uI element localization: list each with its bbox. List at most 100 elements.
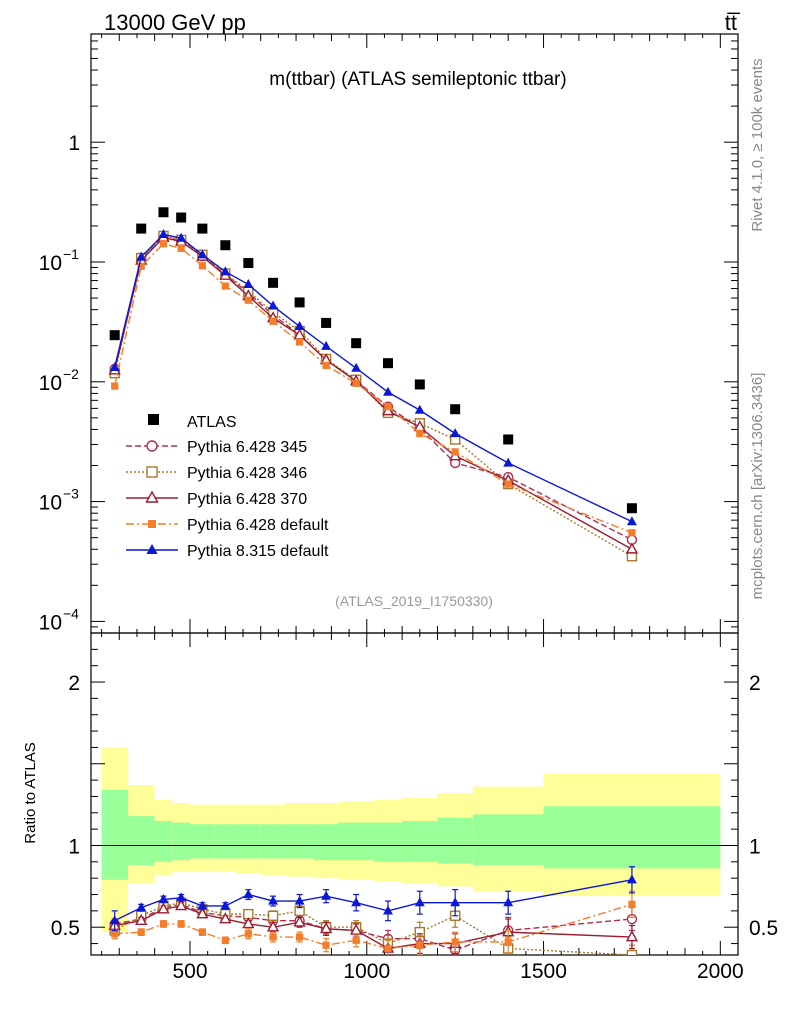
atlas-data-point — [294, 297, 305, 308]
series-line — [114, 233, 633, 523]
x-tick-label: 1500 — [520, 960, 567, 983]
band-inner-segment — [235, 824, 261, 859]
marker-triangle-filled — [294, 320, 305, 330]
y-tick-label: 10 — [39, 611, 62, 634]
marker-square-filled — [244, 930, 252, 938]
analysis-id-label: (ATLAS_2019_I1750330) — [335, 593, 493, 609]
atlas-data-point — [136, 223, 147, 234]
atlas-data-point — [220, 240, 231, 251]
band-inner-segment — [313, 824, 339, 861]
series-ratio-line — [114, 903, 633, 950]
marker-triangle-filled — [503, 897, 514, 907]
marker-triangle-filled — [268, 300, 279, 310]
marker-triangle-filled — [351, 897, 362, 907]
marker-square-filled — [269, 933, 277, 941]
atlas-data-point — [268, 277, 279, 288]
marker-triangle — [319, 921, 333, 934]
legend-label: Pythia 6.428 345 — [187, 439, 307, 456]
ratio-tick-label-left: 0.5 — [51, 917, 80, 940]
marker-square-filled — [628, 900, 636, 908]
marker-triangle — [293, 915, 306, 927]
y-tick-exponent: −1 — [63, 246, 79, 262]
marker-triangle-filled — [294, 895, 305, 905]
marker-square-filled — [269, 317, 277, 325]
marker-square-filled — [416, 429, 424, 438]
legend-label: Pythia 6.428 default — [187, 517, 329, 534]
band-inner-segment — [543, 806, 721, 869]
y-tick-exponent: −3 — [63, 486, 79, 502]
atlas-data-point — [243, 258, 254, 269]
data-layer — [109, 207, 637, 514]
ratio-tick-label-right: 0.5 — [749, 917, 778, 940]
marker-square-filled — [111, 930, 119, 938]
atlas-data-point — [109, 330, 120, 341]
band-inner-segment — [437, 817, 473, 864]
atlas-data-point — [176, 212, 187, 223]
y-tick-label: 10 — [39, 492, 62, 515]
marker-triangle-filled — [158, 228, 169, 238]
marker-triangle — [145, 490, 159, 503]
band-inner-segment — [338, 822, 374, 861]
y-tick-label: 1 — [68, 132, 80, 155]
marker-triangle-filled — [414, 404, 425, 414]
marker-triangle — [196, 907, 209, 919]
band-inner-segment — [402, 820, 438, 862]
marker-square-filled — [628, 529, 636, 537]
legend-marker-atlas — [148, 414, 159, 425]
band-inner-segment — [472, 814, 544, 866]
marker-triangle — [135, 913, 148, 925]
marker-triangle-filled — [414, 897, 425, 907]
y-tick-exponent: −2 — [63, 366, 79, 382]
marker-square-filled — [198, 262, 206, 270]
legend-label: Pythia 6.428 370 — [187, 491, 307, 508]
marker-triangle-filled — [136, 251, 147, 261]
marker-triangle-filled — [109, 915, 120, 925]
marker-triangle — [625, 930, 639, 942]
marker-triangle-filled — [158, 894, 169, 904]
atlas-data-point — [158, 207, 169, 218]
marker-circle — [146, 440, 158, 452]
main-series-layer — [108, 228, 639, 562]
marker-triangle — [242, 917, 255, 929]
band-inner-segment — [214, 824, 236, 859]
atlas-data-point — [382, 358, 393, 369]
band-inner-segment — [285, 824, 314, 859]
marker-triangle-filled — [220, 900, 231, 910]
atlas-data-point — [197, 223, 208, 234]
marker-triangle-filled — [503, 457, 514, 467]
marker-triangle-filled — [321, 890, 332, 900]
marker-triangle-filled — [197, 249, 208, 259]
atlas-data-point — [450, 404, 461, 415]
ratio-tick-label-left: 1 — [68, 835, 80, 858]
y-tick-label: 10 — [39, 252, 62, 275]
marker-triangle — [157, 902, 170, 914]
marker-square-filled — [177, 244, 185, 252]
marker-square-filled — [384, 403, 392, 411]
ratio-tick-label-right: 2 — [749, 672, 761, 695]
band-inner-segment — [101, 789, 129, 880]
legend-label-atlas: ATLAS — [187, 414, 237, 431]
ratio-tick-label-left: 2 — [68, 672, 80, 695]
marker-square-filled — [352, 379, 360, 387]
marker-square-filled — [177, 920, 185, 928]
marker-square-filled — [159, 920, 168, 928]
marker-square-filled — [451, 938, 459, 946]
marker-square-filled — [352, 936, 360, 944]
marker-square-filled — [416, 941, 424, 949]
marker-square-filled — [384, 944, 392, 953]
x-tick-label: 2000 — [697, 960, 744, 983]
marker-triangle-filled — [450, 897, 461, 907]
marker-square-filled — [322, 361, 330, 370]
marker-triangle — [219, 912, 232, 924]
marker-triangle-filled — [268, 895, 279, 905]
atlas-data-point — [503, 434, 514, 445]
header-left-label: 13000 GeV pp — [104, 10, 246, 35]
marker-triangle-filled — [321, 340, 332, 350]
ratio-bands — [91, 747, 738, 933]
marker-triangle-filled — [383, 905, 393, 915]
marker-triangle-filled — [220, 266, 231, 276]
header-right-label: tt̅ — [725, 10, 741, 35]
